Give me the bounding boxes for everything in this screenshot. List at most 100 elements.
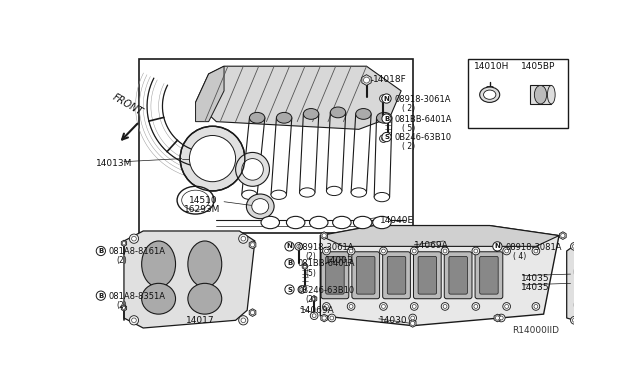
Circle shape	[472, 247, 480, 255]
Circle shape	[239, 234, 248, 243]
Circle shape	[412, 249, 416, 253]
Text: N: N	[383, 96, 390, 102]
Polygon shape	[124, 231, 255, 328]
Circle shape	[96, 246, 106, 256]
Circle shape	[250, 243, 255, 247]
Text: 14017: 14017	[186, 316, 214, 325]
Circle shape	[495, 316, 499, 320]
Polygon shape	[385, 115, 391, 122]
Ellipse shape	[180, 126, 245, 191]
Text: N: N	[287, 243, 292, 249]
Ellipse shape	[188, 283, 221, 314]
Text: 14035: 14035	[520, 274, 549, 283]
Ellipse shape	[575, 253, 602, 291]
Circle shape	[300, 288, 304, 291]
Circle shape	[285, 285, 294, 294]
Text: ( 5): ( 5)	[402, 124, 415, 133]
Ellipse shape	[376, 112, 392, 123]
Circle shape	[322, 234, 326, 238]
Circle shape	[532, 302, 540, 310]
Circle shape	[532, 247, 540, 255]
Text: (2): (2)	[305, 295, 316, 304]
Circle shape	[328, 314, 336, 322]
Ellipse shape	[287, 217, 305, 229]
Circle shape	[381, 249, 385, 253]
Circle shape	[472, 302, 480, 310]
Circle shape	[497, 314, 505, 322]
Text: ( 2): ( 2)	[402, 142, 415, 151]
Ellipse shape	[236, 153, 269, 186]
Ellipse shape	[333, 217, 351, 229]
Polygon shape	[122, 240, 127, 246]
Text: B: B	[98, 293, 104, 299]
FancyBboxPatch shape	[356, 256, 375, 294]
Circle shape	[382, 132, 391, 142]
Ellipse shape	[605, 291, 633, 319]
Circle shape	[495, 244, 499, 248]
FancyBboxPatch shape	[475, 252, 503, 299]
Circle shape	[628, 318, 632, 322]
Circle shape	[499, 316, 503, 320]
Circle shape	[348, 302, 355, 310]
Circle shape	[474, 249, 478, 253]
Polygon shape	[321, 232, 328, 240]
Polygon shape	[312, 296, 317, 302]
Circle shape	[241, 236, 246, 241]
Ellipse shape	[242, 190, 257, 199]
Circle shape	[380, 247, 387, 255]
Circle shape	[412, 305, 416, 308]
Circle shape	[122, 241, 125, 245]
Circle shape	[349, 249, 353, 253]
Polygon shape	[122, 305, 127, 311]
Circle shape	[381, 97, 385, 100]
Circle shape	[570, 243, 579, 250]
Circle shape	[310, 312, 318, 320]
Text: 081A8-8161A: 081A8-8161A	[109, 247, 166, 256]
Circle shape	[381, 137, 385, 141]
Circle shape	[322, 316, 326, 320]
FancyBboxPatch shape	[387, 256, 406, 294]
Circle shape	[410, 302, 418, 310]
Circle shape	[626, 317, 634, 324]
Circle shape	[241, 318, 246, 323]
Circle shape	[239, 316, 248, 325]
Circle shape	[96, 291, 106, 300]
FancyBboxPatch shape	[352, 252, 380, 299]
Text: N: N	[495, 243, 500, 249]
Circle shape	[323, 302, 330, 310]
Circle shape	[380, 95, 387, 102]
Text: 08918-3081A: 08918-3081A	[505, 243, 562, 251]
Polygon shape	[321, 314, 328, 322]
Circle shape	[493, 242, 502, 251]
Text: 08918-3061A: 08918-3061A	[297, 243, 354, 251]
Circle shape	[409, 314, 417, 322]
Circle shape	[122, 306, 125, 310]
Ellipse shape	[177, 186, 214, 214]
Text: ( 2): ( 2)	[402, 104, 415, 113]
Polygon shape	[249, 309, 256, 317]
Circle shape	[285, 242, 294, 251]
Circle shape	[303, 265, 307, 268]
Circle shape	[380, 302, 387, 310]
Ellipse shape	[303, 109, 319, 119]
Bar	[140, 58, 413, 233]
Text: 0B246-63B10: 0B246-63B10	[394, 133, 451, 142]
Circle shape	[387, 117, 390, 120]
Polygon shape	[196, 66, 401, 129]
Text: 0B246-63B10: 0B246-63B10	[297, 286, 355, 295]
Circle shape	[474, 305, 478, 308]
Circle shape	[330, 316, 334, 320]
Polygon shape	[494, 314, 500, 322]
Ellipse shape	[484, 90, 496, 99]
Text: (2): (2)	[305, 252, 316, 261]
Ellipse shape	[300, 188, 315, 197]
Text: (5): (5)	[305, 269, 316, 278]
Circle shape	[129, 316, 139, 325]
Circle shape	[364, 77, 369, 83]
Text: 08918-3061A: 08918-3061A	[394, 95, 451, 104]
Circle shape	[503, 247, 511, 255]
Circle shape	[349, 305, 353, 308]
Text: 16293M: 16293M	[184, 205, 220, 214]
Circle shape	[312, 314, 316, 318]
Ellipse shape	[575, 291, 602, 319]
